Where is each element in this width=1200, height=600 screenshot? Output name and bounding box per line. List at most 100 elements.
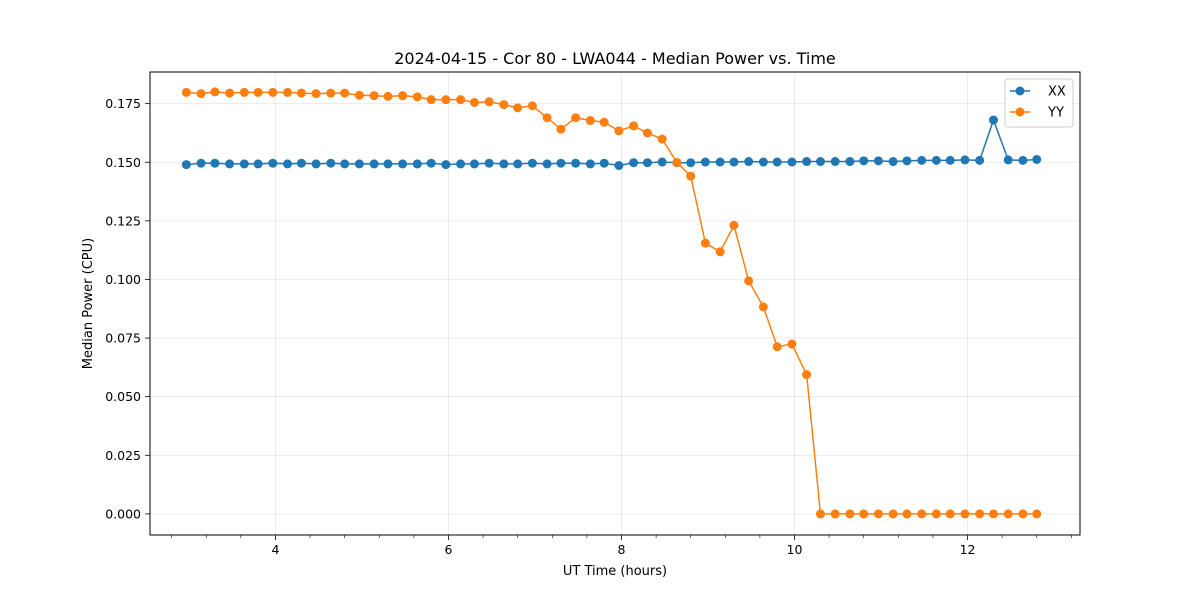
y-tick-label: 0.025 [105,448,141,463]
data-point-xx [1003,155,1013,165]
data-point-xx [945,155,955,165]
series-yy [181,87,1042,519]
data-point-xx [599,158,609,168]
data-point-xx [845,157,855,167]
data-point-xx [326,158,336,168]
data-point-yy [686,171,696,181]
y-tick-label: 0.050 [105,389,141,404]
data-point-yy [398,91,408,101]
data-point-yy [830,509,840,519]
data-point-yy [210,87,220,97]
data-point-xx [469,159,479,169]
data-point-xx [700,157,710,167]
grid [150,72,1080,535]
y-tick-label: 0.100 [105,272,141,287]
data-point-yy [499,100,509,110]
data-point-yy [484,97,494,107]
y-axis: 0.000 0.025 0.050 0.075 0.100 0.125 0.150 0.175 [105,96,150,521]
data-point-xx [744,157,754,167]
data-point-xx [412,159,422,169]
data-point-xx [210,158,220,168]
data-point-xx [902,156,912,166]
data-point-xx [426,158,436,168]
data-point-yy [426,95,436,105]
data-point-xx [311,159,321,169]
legend-label-xx: XX [1048,85,1066,100]
data-point-xx [772,157,782,167]
y-tick-label: 0.150 [105,155,141,170]
data-point-yy [253,87,263,97]
data-point-yy [296,88,306,98]
data-point-yy [744,276,754,286]
data-point-yy [1032,509,1042,519]
data-point-yy [614,126,624,136]
data-point-yy [1003,509,1013,519]
data-point-yy [945,509,955,519]
data-point-xx [527,158,537,168]
data-point-yy [556,124,566,134]
data-point-yy [268,87,278,97]
data-point-yy [469,97,479,107]
data-point-yy [917,509,927,519]
data-point-xx [398,159,408,169]
data-point-xx [456,159,466,169]
data-point-xx [614,161,624,171]
data-point-xx [239,159,249,169]
data-point-xx [585,159,595,169]
data-point-yy [888,509,898,519]
data-point-yy [340,88,350,98]
data-point-yy [815,509,825,519]
data-point-xx [1032,154,1042,164]
data-point-yy [369,91,379,101]
data-point-yy [975,509,985,519]
data-point-xx [354,159,364,169]
data-point-xx [758,157,768,167]
chart-title: 2024-04-15 - Cor 80 - LWA044 - Median Po… [394,49,836,68]
data-point-xx [253,159,263,169]
x-tick-label: 6 [444,542,452,557]
legend-marker-xx [1015,86,1025,96]
data-point-xx [642,158,652,168]
data-point-xx [268,158,278,168]
data-point-xx [830,157,840,167]
data-point-xx [383,159,393,169]
y-tick-label: 0.125 [105,213,141,228]
data-point-yy [239,87,249,97]
legend: XX YY [1004,78,1074,128]
data-point-yy [787,339,797,349]
data-point-yy [642,128,652,138]
data-point-yy [181,87,191,97]
data-point-xx [859,156,869,166]
data-point-yy [802,370,812,380]
data-point-yy [412,92,422,102]
y-tick-label: 0.000 [105,506,141,521]
data-point-yy [960,509,970,519]
data-point-yy [700,238,710,248]
data-point-yy [729,220,739,230]
data-point-yy [599,117,609,127]
data-point-yy [902,509,912,519]
data-point-yy [542,113,552,123]
data-point-yy [311,89,321,99]
plot-frame [149,71,1081,536]
data-point-xx [629,158,639,168]
data-point-xx [1018,155,1028,165]
data-point-xx [657,157,667,167]
data-point-xx [369,159,379,169]
data-point-xx [571,158,581,168]
data-point-yy [1018,509,1028,519]
data-point-yy [672,157,682,167]
legend-marker-yy [1015,107,1025,117]
x-axis-label: UT Time (hours) [563,564,667,579]
data-point-yy [845,509,855,519]
data-point-xx [283,159,293,169]
data-point-xx [340,159,350,169]
data-point-yy [758,302,768,312]
data-point-yy [513,103,523,113]
data-point-xx [960,155,970,165]
data-point-xx [873,156,883,166]
data-point-xx [181,160,191,170]
data-point-xx [441,160,451,170]
